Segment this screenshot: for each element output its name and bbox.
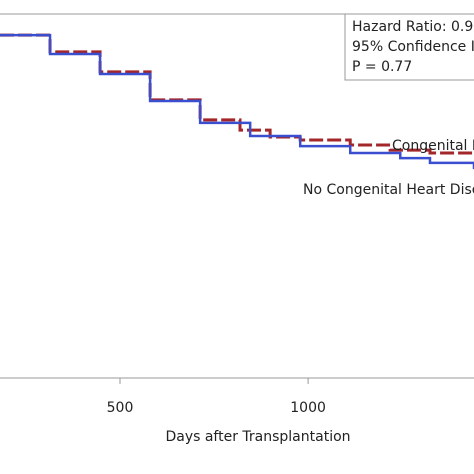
curve-label: Congenital H (392, 138, 474, 154)
stats-text: Hazard Ratio: 0.9 (352, 19, 473, 35)
stats-text: 95% Confidence I (352, 39, 474, 55)
x-tick-label: 500 (107, 400, 134, 416)
curve-label: No Congenital Heart Dise (303, 182, 474, 198)
x-axis-label: Days after Transplantation (165, 429, 350, 445)
stats-box (344, 13, 474, 81)
survival-curve (0, 33, 474, 170)
x-tick-label: 1000 (290, 400, 326, 416)
stats-text: P = 0.77 (352, 59, 412, 75)
